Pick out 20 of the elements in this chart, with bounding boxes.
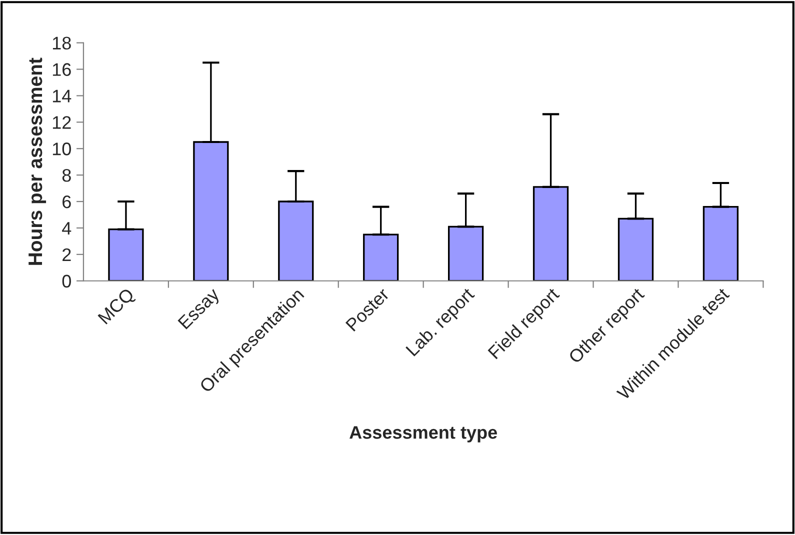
y-tick-label: 4 bbox=[62, 222, 72, 235]
bar bbox=[363, 234, 399, 281]
y-tick-label: 18 bbox=[52, 36, 71, 50]
bar bbox=[193, 141, 229, 281]
y-tick-label: 0 bbox=[62, 274, 71, 288]
y-tick-label: 14 bbox=[52, 90, 72, 102]
y-tick-label: 10 bbox=[52, 142, 71, 156]
x-axis-title: Assessment type bbox=[350, 426, 497, 442]
bar bbox=[532, 186, 569, 281]
bar bbox=[618, 218, 654, 281]
bar bbox=[702, 206, 739, 281]
y-tick-label: 16 bbox=[52, 63, 71, 76]
bar bbox=[108, 228, 144, 281]
y-tick-label: 8 bbox=[62, 169, 71, 182]
y-axis-title: Hours per assessment bbox=[28, 58, 46, 265]
bar bbox=[448, 226, 484, 281]
bar bbox=[278, 200, 314, 281]
y-tick-label: 12 bbox=[52, 116, 71, 129]
y-tick-label: 2 bbox=[62, 248, 71, 261]
y-tick-label: 6 bbox=[62, 195, 71, 208]
